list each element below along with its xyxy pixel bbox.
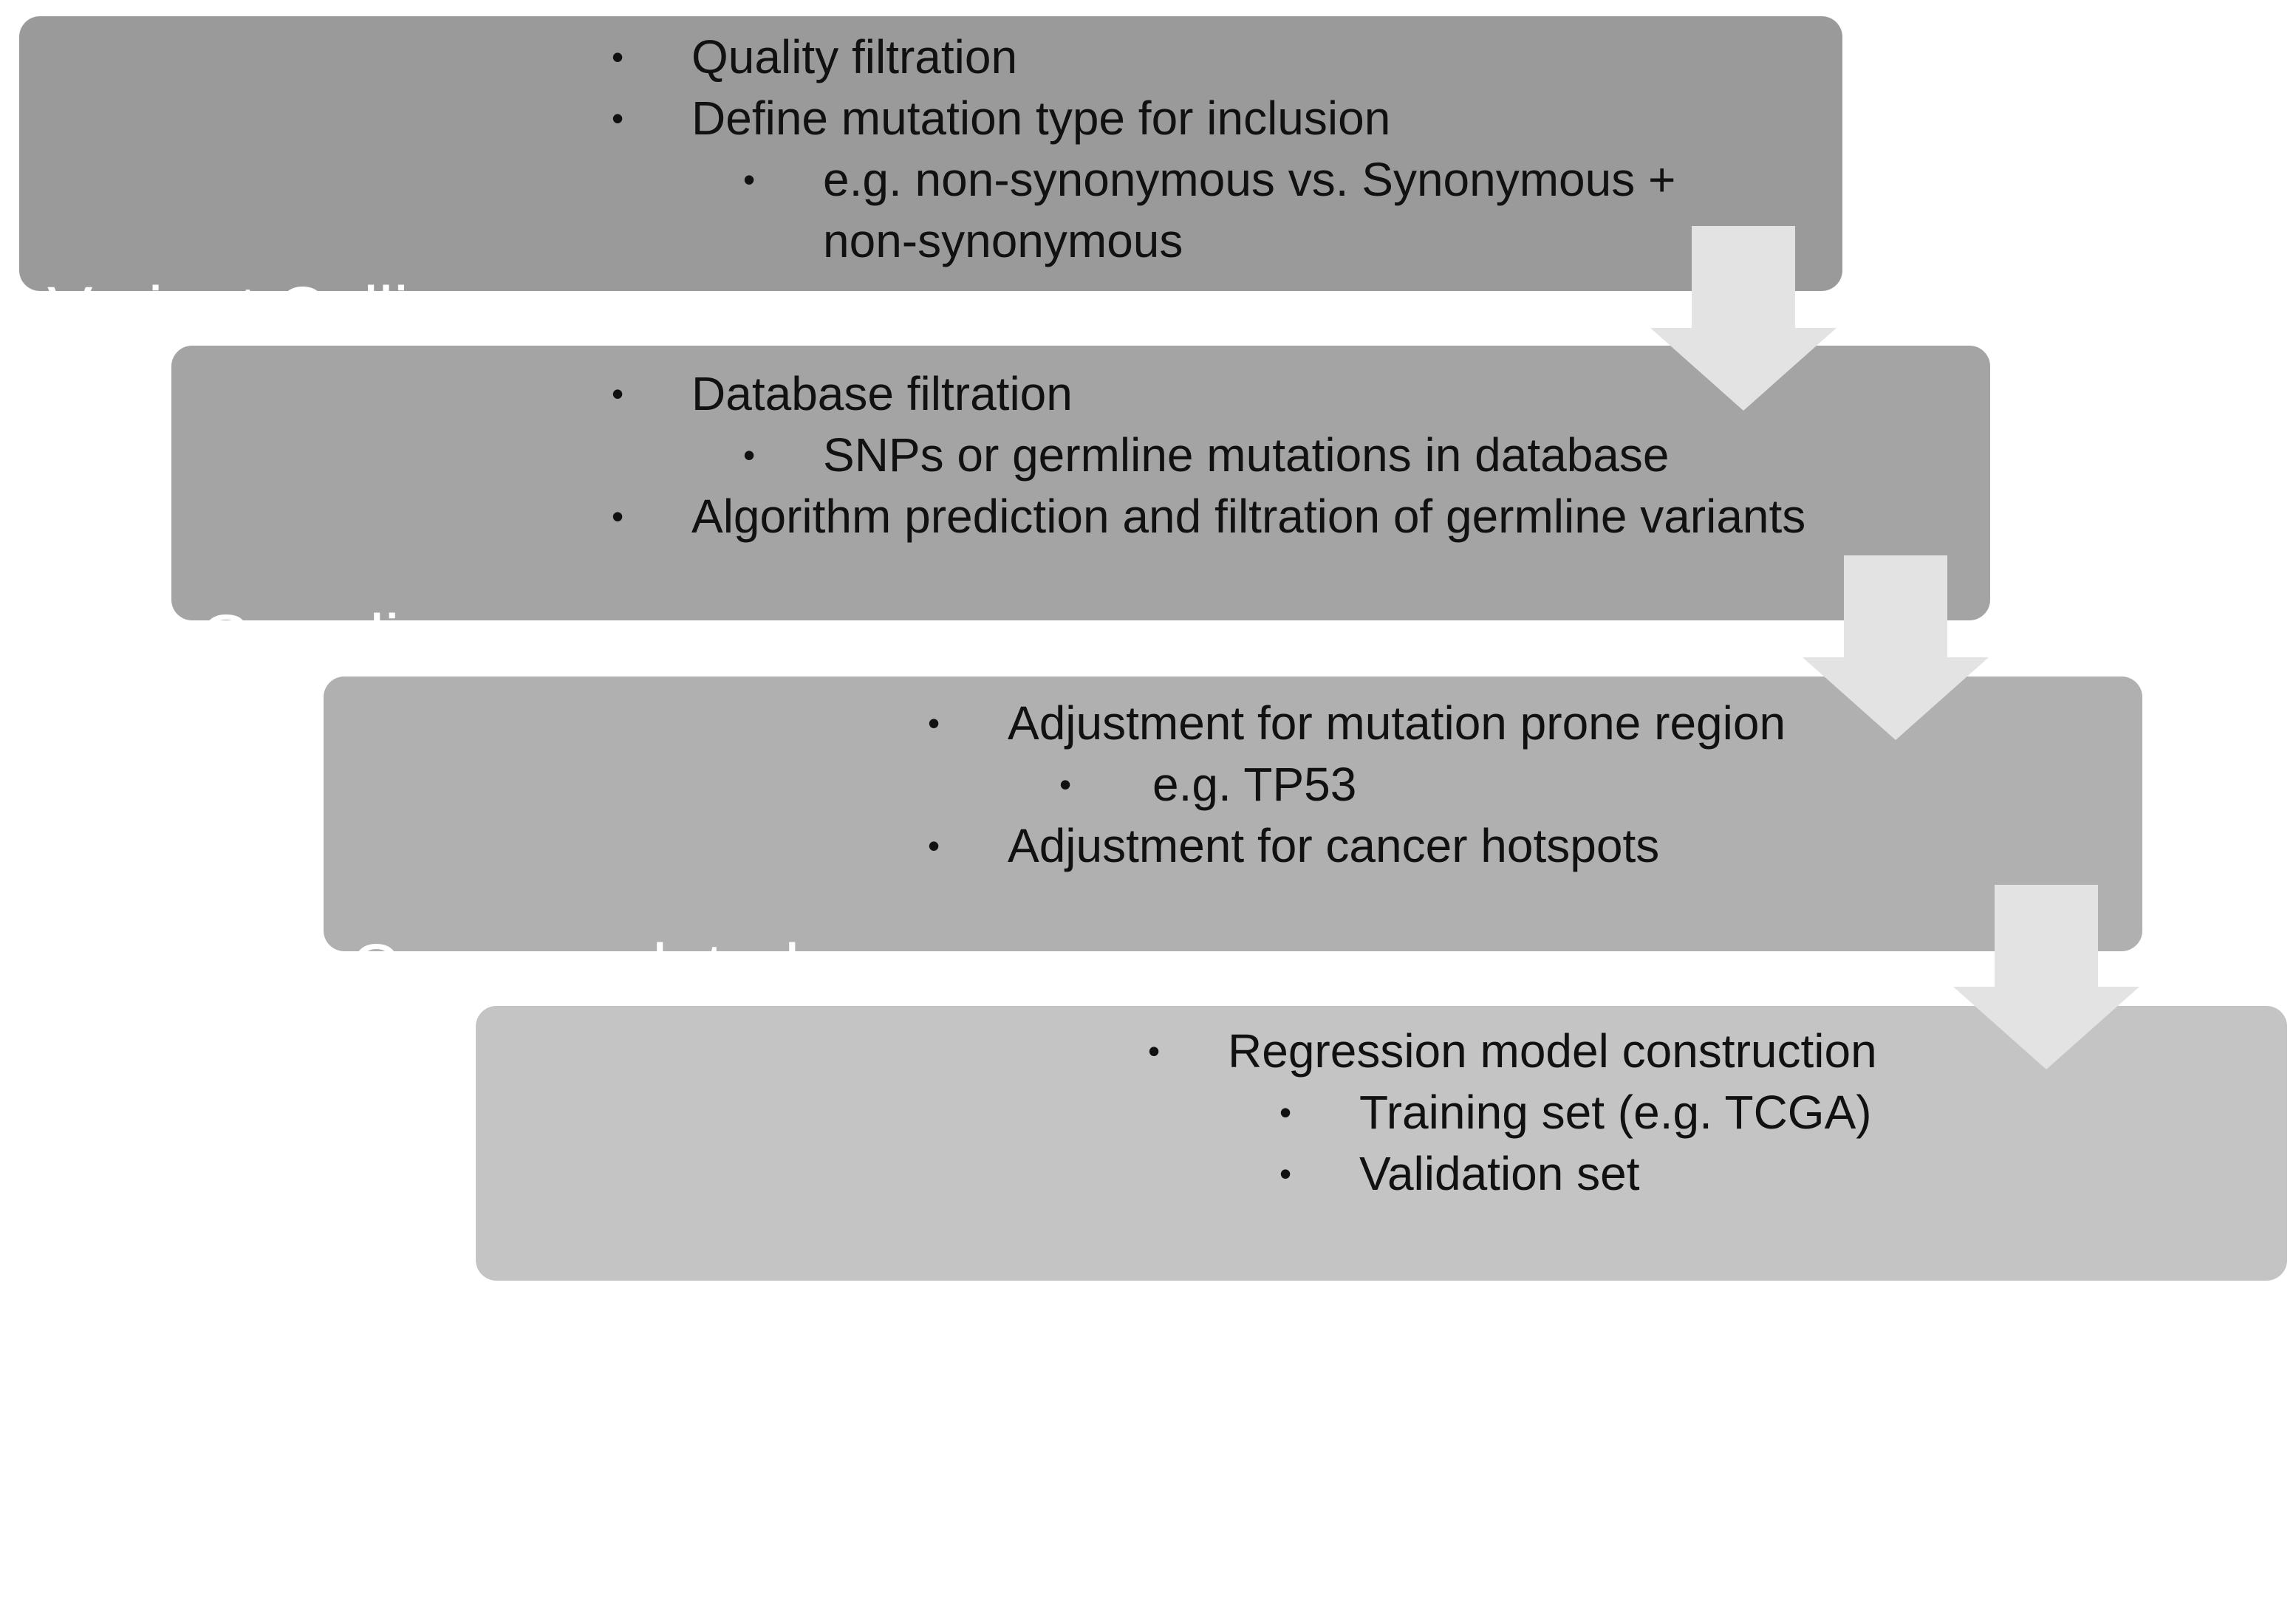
title-line: Germline — [199, 601, 476, 677]
list-item: • e.g. non-synonymous vs. Synonymous + — [691, 149, 1675, 210]
down-arrow-icon — [1950, 885, 2142, 1069]
down-arrow-icon — [1800, 555, 1992, 740]
list-item: • e.g. TP53 — [1008, 754, 1786, 815]
list-item: • Regression model construction — [1148, 1021, 1877, 1082]
title-line: Variant Calling — [47, 273, 485, 349]
title-line: TMB Calculation — [502, 1313, 1001, 1388]
step-detail-list: • Quality filtration • Define mutation typ… — [612, 27, 1675, 272]
step-detail-list: • Database filtration • SNPs or germline m… — [612, 363, 1805, 547]
bullet-icon: • — [612, 38, 624, 76]
list-item: • Database filtration — [612, 363, 1805, 425]
bullet-icon: • — [1148, 1032, 1161, 1070]
step-detail-list: • Regression model construction • Training… — [1148, 1021, 1877, 1205]
step-tmb-calculation: TMB Calculation • Regression model constr… — [476, 1006, 2287, 1388]
list-item: • Adjustment for cancer hotspots — [928, 815, 1786, 877]
list-item: • Quality filtration — [612, 27, 1675, 88]
list-item: • Algorithm prediction and filtration of … — [612, 486, 1805, 547]
bullet-icon: • — [612, 497, 624, 535]
list-item: • Validation set — [1228, 1143, 1877, 1205]
step-variant-calling: Variant Calling & Annotation • Quality fi… — [19, 16, 1842, 663]
bullet-icon: • — [612, 374, 624, 413]
title-line: Cancer-related — [350, 931, 800, 1006]
step-detail-list: • Adjustment for mutation prone region • e… — [928, 693, 1786, 877]
step-title: TMB Calculation — [502, 1089, 1001, 1613]
bullet-icon: • — [1059, 765, 1072, 804]
list-item: • SNPs or germline mutations in database — [691, 425, 1805, 486]
bullet-icon: • — [612, 99, 624, 137]
bullet-icon: • — [928, 826, 940, 865]
bullet-icon: • — [1279, 1154, 1292, 1193]
step-germline-filtration: Germline Filtration • Database filtration… — [171, 346, 1990, 991]
list-item: • Adjustment for mutation prone region — [928, 693, 1786, 754]
down-arrow-icon — [1647, 226, 1839, 411]
bullet-icon: • — [743, 160, 756, 199]
list-item: non-synonymous — [823, 214, 1183, 267]
bullet-icon: • — [928, 704, 940, 742]
list-item: • Training set (e.g. TCGA) — [1228, 1082, 1877, 1143]
list-item: • Define mutation type for inclusion — [612, 88, 1675, 149]
bullet-icon: • — [1279, 1093, 1292, 1131]
bullet-icon: • — [743, 436, 756, 474]
